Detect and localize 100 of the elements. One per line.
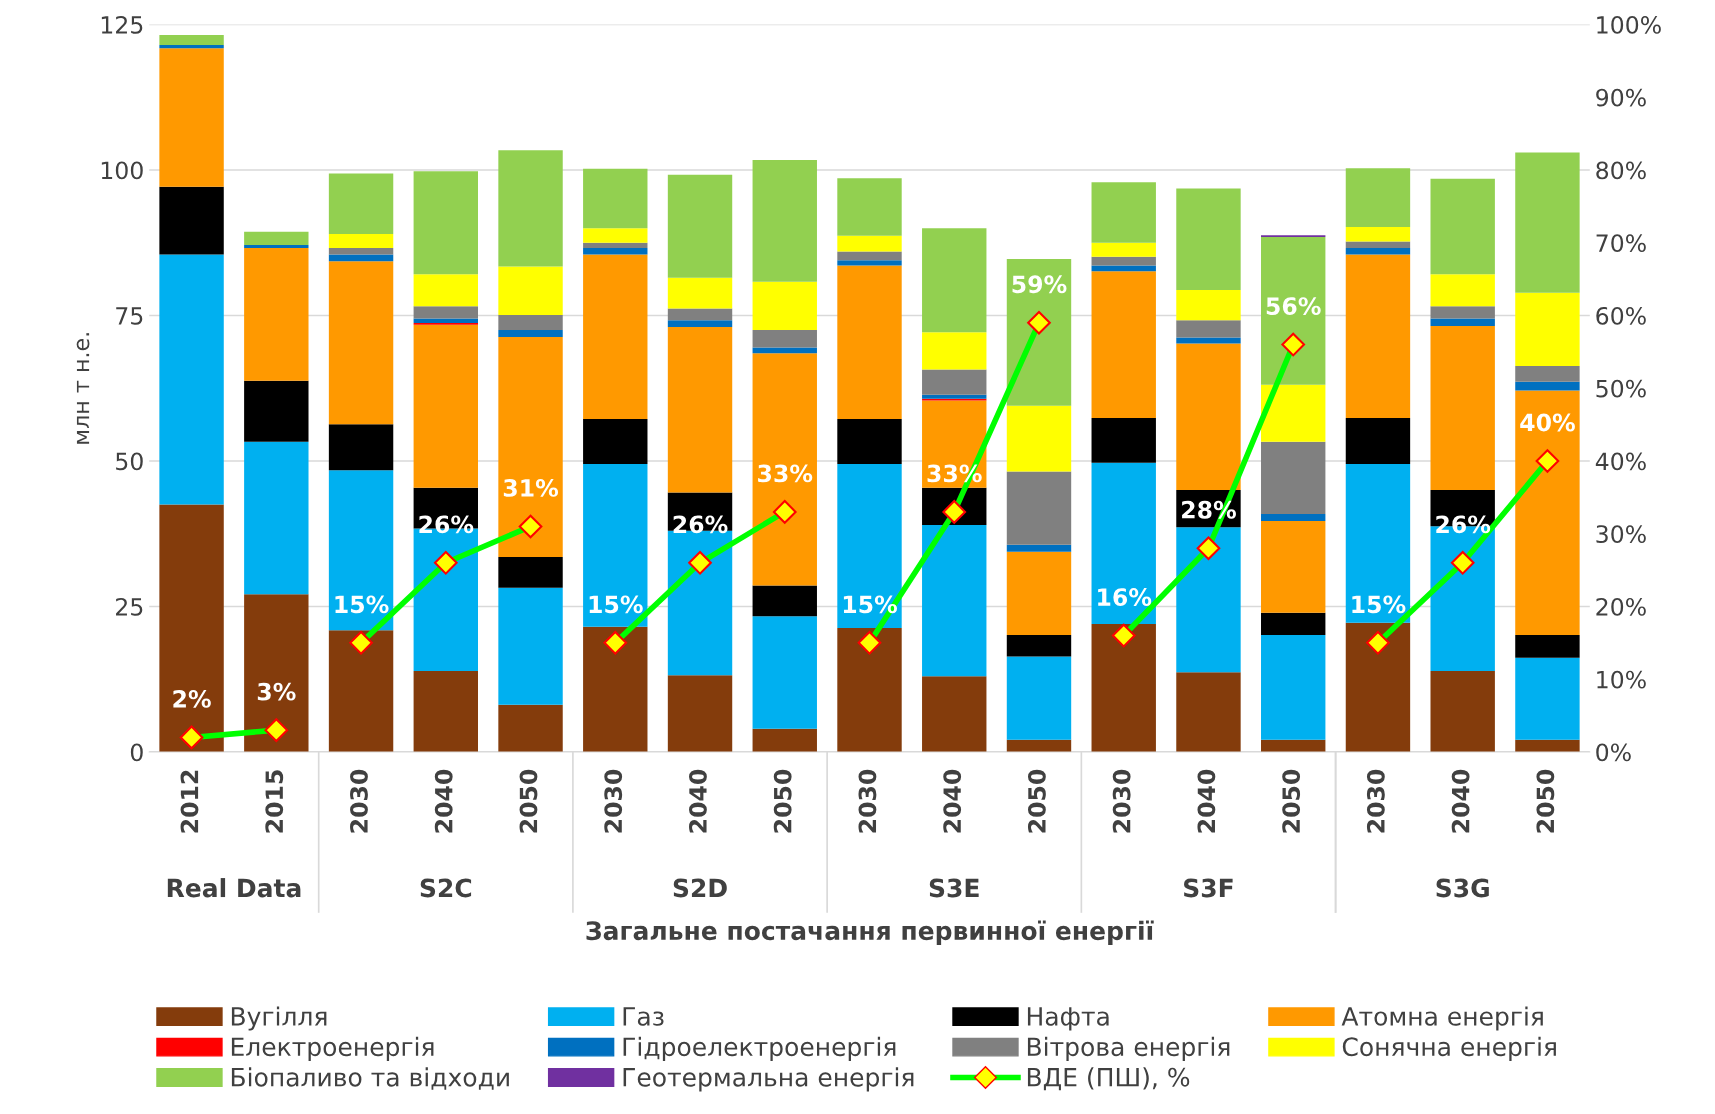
x-tick-label: 2030 <box>1366 769 1385 833</box>
bar <box>413 671 478 752</box>
bar <box>837 463 902 628</box>
data-label: 15% <box>1352 595 1406 614</box>
bar <box>752 281 817 331</box>
bar <box>1261 520 1326 613</box>
bar <box>1091 623 1156 752</box>
data-label: 26% <box>673 515 728 534</box>
bar <box>837 419 902 464</box>
bar <box>583 254 648 420</box>
bar <box>837 178 902 236</box>
bar <box>1006 471 1072 545</box>
bar <box>413 318 478 324</box>
legend-label: Електроенергія <box>231 1036 434 1062</box>
x-tick-label: 2015 <box>265 770 284 833</box>
text: S2D <box>673 878 727 898</box>
bar <box>498 337 563 557</box>
bar <box>752 728 817 752</box>
bar <box>159 186 224 255</box>
y-tick-label: 75 <box>116 307 143 325</box>
bar <box>1430 325 1495 491</box>
data-label: 15% <box>589 595 643 614</box>
bar <box>583 228 648 243</box>
x-tick-label: 2050 <box>773 769 792 833</box>
bar <box>498 587 563 705</box>
data-label: 31% <box>503 479 559 497</box>
bar <box>1091 242 1156 257</box>
bar <box>1261 612 1326 635</box>
bar <box>837 235 902 252</box>
text: S3E <box>929 878 979 898</box>
bar <box>1430 671 1495 752</box>
bar <box>752 160 817 282</box>
x-tick-label: 2050 <box>1282 769 1301 833</box>
bar <box>1176 188 1241 290</box>
data-label: 33% <box>758 464 813 483</box>
bar <box>1176 289 1241 321</box>
bar <box>752 330 817 348</box>
x-tick-label: 2030 <box>1112 769 1131 833</box>
y2-tick-label: 10% <box>1597 670 1646 689</box>
bar <box>752 585 817 617</box>
legend-label: Сонячна енергія <box>1342 1036 1556 1062</box>
bar <box>498 704 563 752</box>
bar <box>159 254 224 505</box>
text: S2C <box>420 878 472 898</box>
y-tick-label: 25 <box>116 597 143 616</box>
bar <box>498 266 563 315</box>
x-tick-label: 2040 <box>689 769 707 833</box>
y-axis-title: млн т н.е. <box>76 333 90 444</box>
data-label: 3% <box>257 682 296 701</box>
bar <box>328 630 394 752</box>
bar <box>1515 739 1580 752</box>
bar <box>413 171 478 275</box>
bar <box>1515 152 1580 293</box>
bar <box>1345 241 1411 248</box>
bar <box>837 260 902 266</box>
bar <box>1515 657 1580 740</box>
legend-label: Газ <box>623 1007 664 1026</box>
x-tick-label: 2012 <box>180 770 199 833</box>
x-tick-label: 2050 <box>519 769 538 833</box>
bar <box>922 228 987 333</box>
x-tick-label: 2040 <box>434 769 453 833</box>
bar <box>583 168 648 229</box>
y-tick-label: 100 <box>101 161 143 180</box>
bar <box>837 627 902 752</box>
bar <box>413 274 478 307</box>
bar <box>1345 254 1411 418</box>
data-label: 2% <box>173 689 211 708</box>
text: S3F <box>1184 878 1233 898</box>
x-tick-label: 2030 <box>858 769 877 833</box>
y-tick-label: 125 <box>101 15 143 34</box>
bar <box>328 424 394 471</box>
bar <box>1430 178 1495 275</box>
bar <box>1261 513 1326 521</box>
bar <box>1515 381 1580 391</box>
bar <box>583 247 648 255</box>
x-tick-label: 2030 <box>350 769 368 833</box>
text: S3G <box>1436 878 1489 898</box>
bar <box>328 254 394 262</box>
y-tick-label: 0 <box>130 743 143 762</box>
y2-tick-label: 20% <box>1596 597 1646 616</box>
bar <box>413 324 478 488</box>
bar <box>328 470 394 631</box>
bar <box>837 265 902 420</box>
bar <box>328 234 394 248</box>
data-label: 16% <box>1098 588 1152 606</box>
bar <box>1091 417 1156 463</box>
bar <box>1091 182 1156 243</box>
bar <box>1515 366 1580 382</box>
data-label: 56% <box>1266 297 1321 316</box>
bar <box>922 332 987 370</box>
bar <box>1345 622 1411 752</box>
bar <box>583 463 648 627</box>
bar <box>1006 544 1072 552</box>
bar <box>667 308 733 321</box>
y2-tick-label: 40% <box>1595 452 1646 471</box>
bar <box>498 557 563 588</box>
bar <box>1261 441 1326 514</box>
bar <box>498 330 563 338</box>
bar <box>413 306 478 319</box>
bar <box>1430 318 1495 326</box>
